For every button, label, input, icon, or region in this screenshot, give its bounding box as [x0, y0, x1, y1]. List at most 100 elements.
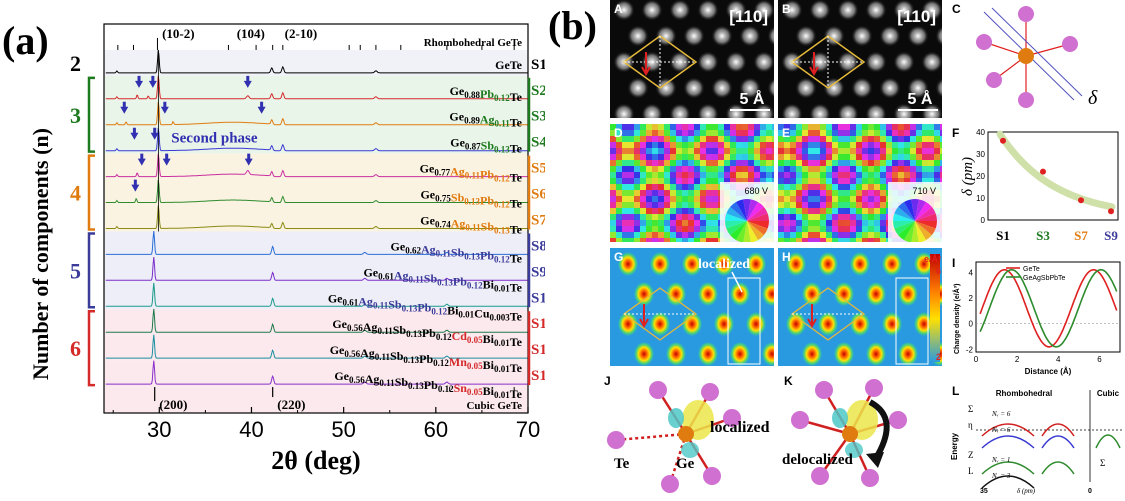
dpc-pixel: [874, 142, 880, 148]
dpc-pixel: [838, 142, 844, 148]
dpc-pixel: [850, 184, 856, 190]
dpc-pixel: [760, 166, 766, 172]
dpc-pixel: [688, 220, 694, 226]
dpc-pixel: [802, 190, 808, 196]
panel-a-label: (a): [2, 18, 49, 63]
dpc-pixel: [874, 178, 880, 184]
dpc-pixel: [676, 142, 682, 148]
formula-subscript: 0.05: [467, 387, 483, 397]
row-background: [104, 205, 528, 232]
dpc-pixel: [784, 226, 790, 232]
dpc-pixel: [772, 178, 774, 184]
dpc-pixel: [736, 136, 742, 142]
dpc-pixel: [760, 148, 766, 154]
formula-subscript: 0.11: [465, 222, 481, 232]
dpc-pixel: [922, 142, 928, 148]
dpc-pixel: [868, 226, 874, 232]
dpc-pixel: [718, 148, 724, 154]
dpc-pixel: [940, 154, 942, 160]
dpc-pixel: [904, 124, 910, 130]
dpc-pixel: [814, 208, 820, 214]
dpc-pixel: [670, 148, 676, 154]
dpc-pixel: [634, 130, 640, 136]
dpc-pixel: [658, 196, 664, 202]
dpc-pixel: [712, 214, 718, 220]
dpc-pixel: [856, 130, 862, 136]
x-right-label: 0: [1088, 488, 1092, 495]
formula-element: Te: [510, 222, 523, 236]
dpc-pixel: [682, 136, 688, 142]
dpc-pixel: [886, 160, 892, 166]
xrd-trace-S5: [105, 153, 528, 178]
peak-label: (200): [159, 397, 187, 412]
dpc-pixel: [910, 166, 916, 172]
dpc-pixel: [742, 124, 748, 130]
dpc-pixel: [646, 238, 652, 242]
dpc-pixel: [862, 154, 868, 160]
dpc-pixel: [610, 148, 616, 154]
dpc-pixel: [664, 166, 670, 172]
dpc-pixel: [610, 178, 616, 184]
dpc-pixel: [700, 232, 706, 238]
charge-blob: [914, 312, 934, 336]
dpc-pixel: [814, 142, 820, 148]
atom-column: [711, 25, 733, 47]
dpc-pixel: [658, 190, 664, 196]
dpc-pixel: [634, 208, 640, 214]
dpc-pixel: [706, 232, 712, 238]
atom-column: [781, 103, 803, 118]
dpc-pixel: [688, 184, 694, 190]
sample-tick-label: S3: [1036, 228, 1050, 243]
dpc-pixel: [634, 136, 640, 142]
x-left-label: 35: [980, 488, 988, 495]
formula-element: Ge: [334, 369, 349, 383]
dpc-pixel: [934, 148, 940, 154]
dpc-pixel: [688, 202, 694, 208]
dpc-pixel: [832, 142, 838, 148]
dpc-pixel: [622, 226, 628, 232]
atom-column: [711, 77, 733, 99]
atom-column: [697, 51, 719, 73]
dpc-pixel: [868, 214, 874, 220]
dpc-pixel: [712, 184, 718, 190]
group-bracket: [87, 232, 95, 309]
dpc-pixel: [736, 166, 742, 172]
dpc-pixel: [610, 202, 616, 208]
dpc-pixel: [640, 178, 646, 184]
dpc-pixel: [688, 130, 694, 136]
dpc-pixel: [850, 196, 856, 202]
atom-column: [893, 51, 915, 73]
dpc-pixel: [784, 232, 790, 238]
atom-column: [683, 77, 705, 99]
dpc-pixel: [658, 202, 664, 208]
dpc-pixel: [868, 154, 874, 160]
formula-element: Ag: [363, 320, 378, 334]
delta-chart-f: F 40 30 20 10 0 δ (pm) S1 S3 S7 S9: [952, 126, 1119, 243]
dpc-pixel: [640, 160, 646, 166]
dpc-pixel: [802, 148, 808, 154]
dpc-pixel: [838, 130, 844, 136]
dpc-pixel: [676, 238, 682, 242]
scale-bar-label: 5 Å: [908, 89, 933, 108]
dpc-pixel: [700, 220, 706, 226]
x-axis-label: Distance (Å): [1025, 367, 1072, 376]
unit-cell-outline: [790, 287, 866, 341]
dpc-pixel: [706, 208, 712, 214]
dpc-pixel: [880, 208, 886, 214]
dpc-pixel: [874, 238, 880, 242]
phase-arrow-icon: [131, 179, 140, 192]
dpc-pixel: [796, 124, 802, 130]
dpc-pixel: [838, 208, 844, 214]
dpc-pixel: [658, 124, 664, 130]
dpc-pixel: [646, 142, 652, 148]
dpc-pixel: [634, 232, 640, 238]
dpc-pixel: [862, 166, 868, 172]
dpc-pixel: [796, 196, 802, 202]
atom-column: [781, 0, 803, 21]
formula-subscript: 0.56: [344, 349, 360, 359]
dpc-pixel: [868, 124, 874, 130]
dpc-pixel: [694, 208, 700, 214]
dpc-pixel: [844, 166, 850, 172]
